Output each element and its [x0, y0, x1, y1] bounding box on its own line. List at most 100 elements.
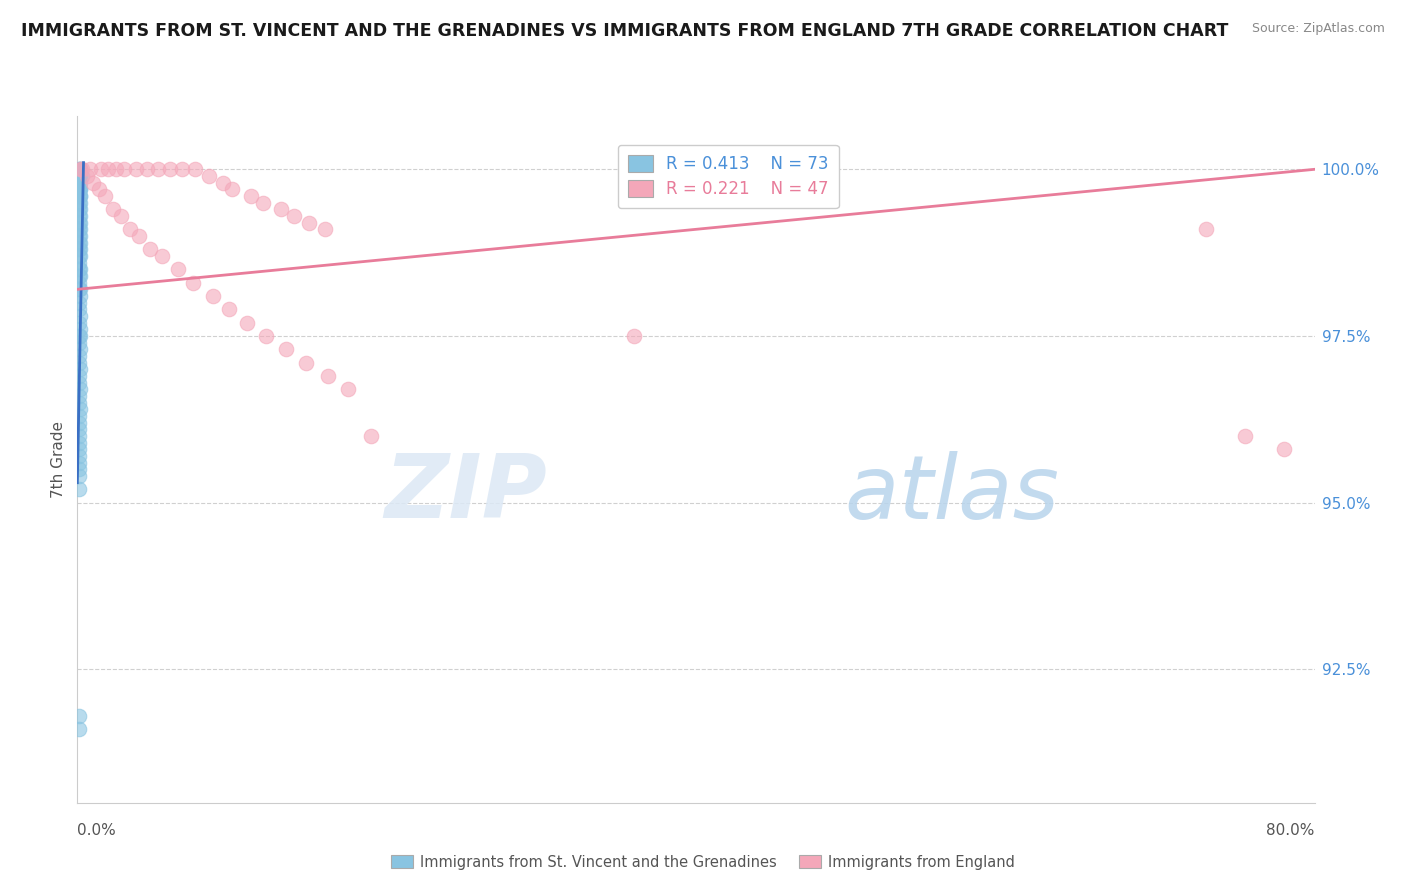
Point — [276, 343, 298, 357]
Point — [1195, 222, 1218, 236]
Text: 0.0%: 0.0% — [77, 822, 117, 838]
Point — [69, 222, 91, 236]
Point — [270, 202, 292, 217]
Text: ZIP: ZIP — [385, 450, 547, 537]
Point — [69, 249, 91, 263]
Point — [69, 162, 91, 177]
Point — [623, 329, 645, 343]
Point — [69, 189, 91, 203]
Point — [69, 322, 91, 336]
Point — [69, 169, 91, 183]
Point — [67, 422, 90, 436]
Point — [1272, 442, 1295, 457]
Point — [337, 383, 360, 397]
Point — [67, 409, 90, 423]
Text: 80.0%: 80.0% — [1267, 822, 1315, 838]
Point — [314, 222, 336, 236]
Point — [70, 169, 93, 183]
Text: Source: ZipAtlas.com: Source: ZipAtlas.com — [1251, 22, 1385, 36]
Point — [67, 229, 90, 244]
Point — [69, 176, 91, 190]
Point — [67, 349, 90, 363]
Text: IMMIGRANTS FROM ST. VINCENT AND THE GRENADINES VS IMMIGRANTS FROM ENGLAND 7TH GR: IMMIGRANTS FROM ST. VINCENT AND THE GREN… — [21, 22, 1229, 40]
Point — [316, 369, 339, 384]
Point — [69, 282, 91, 296]
Point — [136, 162, 159, 177]
Point — [146, 162, 169, 177]
Point — [69, 235, 91, 250]
Point — [69, 362, 91, 376]
Point — [69, 229, 91, 244]
Point — [118, 222, 141, 236]
Point — [90, 162, 112, 177]
Point — [67, 255, 90, 269]
Point — [298, 216, 321, 230]
Point — [69, 268, 91, 283]
Point — [67, 469, 90, 483]
Point — [67, 302, 90, 317]
Point — [69, 195, 91, 210]
Point — [67, 723, 90, 737]
Point — [67, 709, 90, 723]
Point — [69, 202, 91, 217]
Point — [172, 162, 194, 177]
Point — [252, 195, 274, 210]
Point — [159, 162, 181, 177]
Point — [125, 162, 148, 177]
Point — [67, 356, 90, 370]
Point — [79, 162, 101, 177]
Point — [67, 316, 90, 330]
Point — [202, 289, 225, 303]
Point — [218, 302, 240, 317]
Point — [152, 249, 174, 263]
Point — [69, 182, 91, 196]
Point — [211, 176, 233, 190]
Point — [69, 243, 91, 257]
Point — [67, 276, 90, 290]
Point — [67, 389, 90, 403]
Point — [67, 262, 90, 277]
Point — [183, 276, 205, 290]
Point — [198, 169, 221, 183]
Point — [67, 176, 90, 190]
Legend: R = 0.413    N = 73, R = 0.221    N = 47: R = 0.413 N = 73, R = 0.221 N = 47 — [617, 145, 838, 208]
Point — [139, 243, 162, 257]
Point — [97, 162, 120, 177]
Point — [69, 209, 91, 223]
Point — [236, 316, 259, 330]
Point — [110, 209, 132, 223]
Point — [67, 162, 90, 177]
Point — [283, 209, 305, 223]
Point — [69, 189, 91, 203]
Point — [105, 162, 128, 177]
Point — [67, 222, 90, 236]
Point — [69, 262, 91, 277]
Point — [221, 182, 243, 196]
Point — [67, 462, 90, 476]
Point — [69, 383, 91, 397]
Point — [167, 262, 190, 277]
Point — [1234, 429, 1257, 443]
Point — [82, 176, 104, 190]
Point — [67, 335, 90, 350]
Point — [67, 295, 90, 310]
Point — [239, 189, 262, 203]
Point — [184, 162, 207, 177]
Point — [67, 209, 90, 223]
Point — [67, 416, 90, 430]
Point — [254, 329, 277, 343]
Point — [67, 456, 90, 470]
Point — [67, 216, 90, 230]
Point — [67, 429, 90, 443]
Point — [76, 169, 98, 183]
Point — [101, 202, 124, 217]
Point — [69, 162, 91, 177]
Point — [87, 182, 110, 196]
Point — [94, 189, 117, 203]
Point — [67, 202, 90, 217]
Point — [112, 162, 135, 177]
Point — [67, 329, 90, 343]
Point — [67, 376, 90, 390]
Point — [67, 243, 90, 257]
Point — [67, 449, 90, 463]
